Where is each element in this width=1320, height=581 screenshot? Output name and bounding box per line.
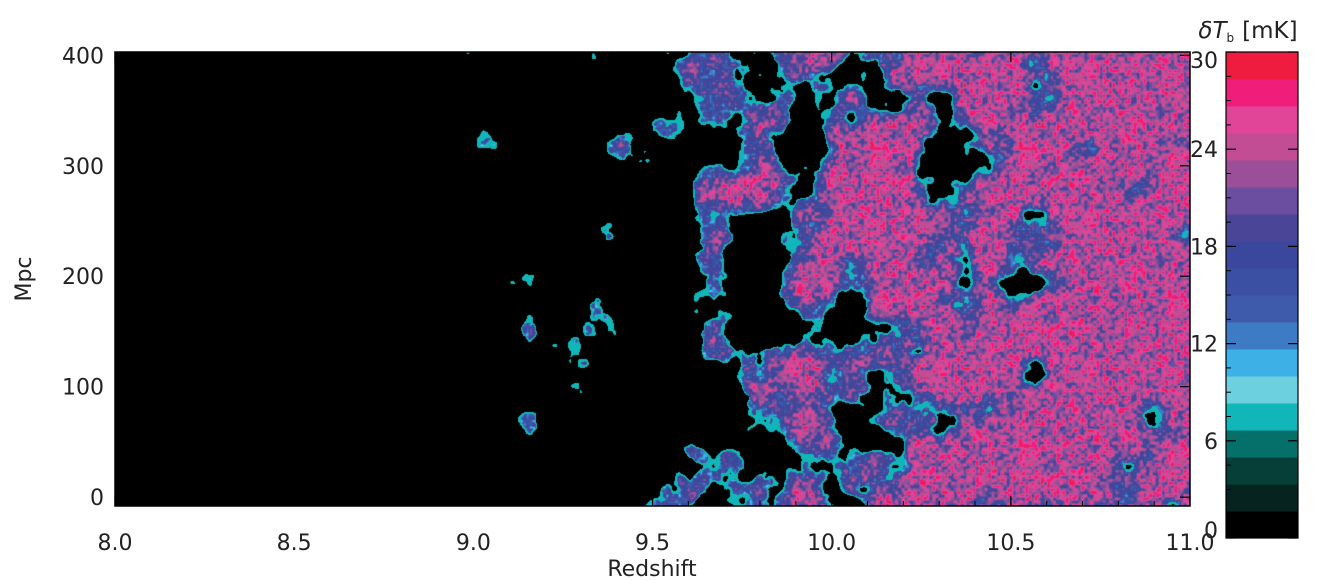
y-tick-label: 400 — [62, 44, 104, 69]
colorbar-segment — [1226, 52, 1298, 80]
colorbar-segment — [1226, 349, 1298, 377]
colorbar-segment — [1226, 241, 1298, 269]
colorbar-tick-label: 6 — [1204, 430, 1218, 455]
colorbar-segment — [1226, 322, 1298, 350]
colorbar-segment — [1226, 106, 1298, 134]
colorbar-subscript: b — [1227, 31, 1235, 45]
colorbar-tick-label: 18 — [1190, 235, 1218, 260]
colorbar-segment — [1226, 187, 1298, 215]
x-tick-label: 10.5 — [986, 531, 1035, 556]
x-tick-label: 9.0 — [456, 531, 491, 556]
plot-frame — [114, 51, 1191, 507]
y-tick-label: 300 — [62, 155, 104, 180]
x-tick-label: 9.5 — [635, 531, 670, 556]
x-tick-label: 11.0 — [1166, 531, 1215, 556]
colorbar — [1225, 51, 1299, 539]
x-axis: 8.0 8.5 9.0 9.5 10.0 10.5 11.0 — [98, 52, 1215, 556]
colorbar-tick-label: 24 — [1190, 138, 1218, 163]
x-axis-label: Redshift — [607, 557, 697, 581]
colorbar-segment — [1226, 160, 1298, 188]
colorbar-segment — [1226, 376, 1298, 404]
colorbar-segment — [1226, 484, 1298, 512]
y-tick-label: 0 — [90, 486, 104, 511]
colorbar-segment — [1226, 403, 1298, 431]
colorbar-segment — [1226, 214, 1298, 242]
colorbar-segment — [1226, 295, 1298, 323]
colorbar-segment — [1226, 133, 1298, 161]
x-tick-label: 10.0 — [807, 531, 856, 556]
y-axis: 0 100 200 300 400 — [62, 44, 1190, 511]
colorbar-segment — [1226, 511, 1298, 539]
y-tick-label: 200 — [62, 265, 104, 290]
x-tick-label: 8.5 — [277, 531, 312, 556]
y-tick-label: 100 — [62, 376, 104, 401]
colorbar-segment — [1226, 268, 1298, 296]
colorbar-tick-label: 0 — [1204, 519, 1218, 544]
colorbar-segment — [1226, 457, 1298, 485]
colorbar-segment — [1226, 430, 1298, 458]
colorbar-axis: 0 6 12 18 24 30 — [1190, 49, 1298, 544]
colorbar-tick-label: 12 — [1190, 333, 1218, 358]
colorbar-segment — [1226, 79, 1298, 107]
colorbar-tick-label: 30 — [1190, 49, 1218, 74]
y-axis-label: Mpc — [12, 256, 37, 301]
colorbar-symbol: δT — [1198, 18, 1228, 44]
colorbar-label: δTb [mK] — [1198, 18, 1297, 45]
brightness-temperature-map — [115, 52, 1190, 506]
x-tick-label: 8.0 — [98, 531, 133, 556]
colorbar-unit: [mK] — [1242, 18, 1297, 44]
